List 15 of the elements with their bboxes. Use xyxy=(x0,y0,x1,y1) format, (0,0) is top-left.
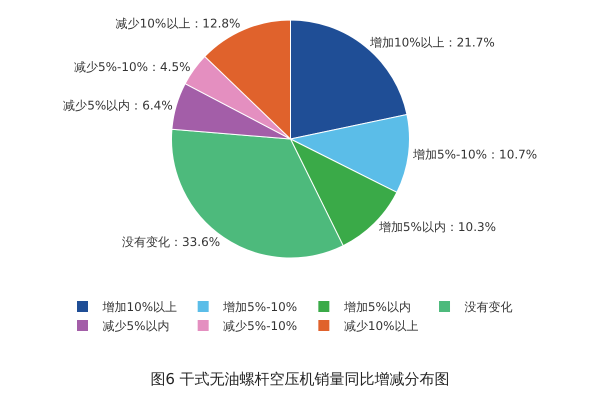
legend-label: 增加5%以内 xyxy=(342,300,411,314)
data-label: 没有变化：33.6% xyxy=(122,235,220,250)
legend-label: 减少5%以内 xyxy=(102,319,170,334)
data-label: 增加5%-10%：10.7% xyxy=(412,147,538,162)
legend-label: 减少10%以上 xyxy=(344,319,419,334)
legend-label: 增加5%-10% xyxy=(222,300,298,314)
text: 图6 干式无油螺杆空压机销量同比增减分布图 xyxy=(150,370,450,388)
data-label: 增加10%以上：21.7% xyxy=(368,35,495,50)
data-label: 减少10%以上：12.8% xyxy=(116,16,240,31)
data-label: 减少5%-10%：4.5% xyxy=(74,60,191,74)
legend-label: 没有变化 xyxy=(464,300,513,314)
data-label: 减少5%以内：6.4% xyxy=(63,98,173,112)
legend-label: 减少5%-10% xyxy=(223,319,298,334)
legend-label: 增加10%以上 xyxy=(102,300,178,314)
data-label: 增加5%以内：10.3% xyxy=(378,220,496,234)
